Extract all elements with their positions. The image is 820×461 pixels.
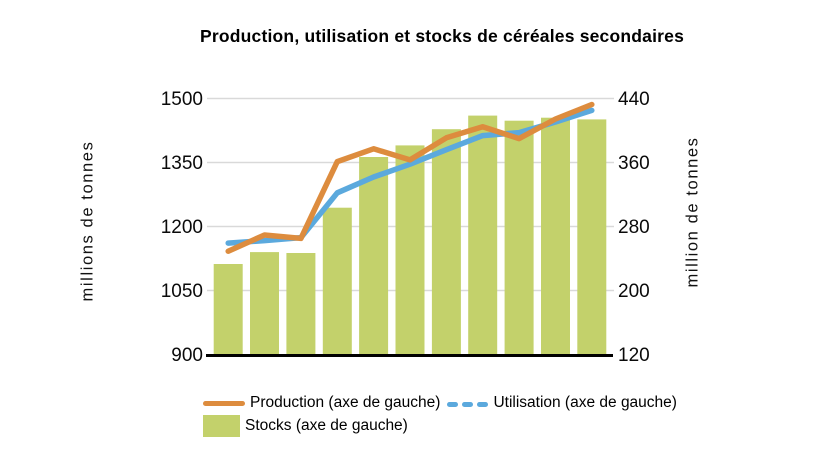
left-axis-tick-label: 1500 <box>161 89 203 110</box>
stocks-bar <box>577 119 607 357</box>
legend-item-production: Production (axe de gauche) <box>203 394 440 412</box>
left-axis-tick-label: 1200 <box>161 217 203 238</box>
stocks-bar-swatch-icon <box>203 415 240 437</box>
stocks-bar <box>504 120 534 357</box>
legend-label-utilisation: Utilisation (axe de gauche) <box>493 394 677 411</box>
legend-row-2: Stocks (axe de gauche) <box>203 415 677 437</box>
right-axis-tick-label: 440 <box>618 89 650 110</box>
stocks-bar <box>250 252 279 357</box>
legend-row-1: Production (axe de gauche) Utilisation (… <box>203 394 677 412</box>
production-line <box>225 101 595 254</box>
stocks-bar <box>213 264 243 357</box>
stocks-bar <box>395 145 425 357</box>
left-axis-tick-label: 1350 <box>161 153 203 174</box>
stocks-bar <box>359 157 389 357</box>
legend-label-production: Production (axe de gauche) <box>250 394 441 411</box>
stocks-bar <box>322 207 352 357</box>
stocks-bar <box>541 117 570 357</box>
right-axis-tick-label: 120 <box>618 345 650 366</box>
legend-item-stocks: Stocks (axe de gauche) <box>203 415 408 437</box>
right-axis-tick-label: 360 <box>618 153 650 174</box>
legend-label-stocks: Stocks (axe de gauche) <box>245 417 408 434</box>
legend: Production (axe de gauche) Utilisation (… <box>203 394 677 440</box>
chart-title: Production, utilisation et stocks de cér… <box>199 26 685 46</box>
stocks-bar <box>286 253 316 357</box>
right-axis-tick-label: 200 <box>618 281 650 302</box>
production-line-swatch-icon <box>203 400 245 406</box>
left-axis-tick-label: 900 <box>171 345 203 366</box>
legend-item-utilisation: Utilisation (axe de gauche) <box>447 394 677 412</box>
right-axis-tick-label: 280 <box>618 217 650 238</box>
left-axis-tick-label: 1050 <box>161 281 203 302</box>
stocks-bar <box>468 115 498 357</box>
utilisation-dashed-line-swatch-icon <box>447 402 489 407</box>
stocks-bar <box>431 129 461 357</box>
